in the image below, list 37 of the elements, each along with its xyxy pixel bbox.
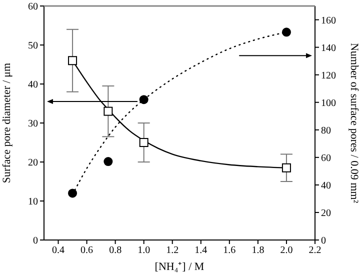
point <box>139 138 148 147</box>
y-tick-label: 0 <box>33 236 38 247</box>
y-tick-label: 20 <box>28 158 38 169</box>
x-tick-label: 1.2 <box>166 245 179 256</box>
y2-tick-label: 80 <box>321 125 331 136</box>
y2-tick-label: 160 <box>321 15 336 26</box>
y2-tick-label: 120 <box>321 70 336 82</box>
x-tick-label: 0.8 <box>109 245 122 256</box>
y-tick-label: 30 <box>28 118 38 130</box>
y2-tick-label: 20 <box>321 208 331 220</box>
y2-axis-title: Number of surface pores / 0.09 mm² <box>348 42 360 204</box>
y-tick-label: 50 <box>28 40 38 52</box>
y-axis-title: Surface pore diameter / μm <box>0 62 13 184</box>
x-tick-label: 1.0 <box>138 245 150 256</box>
y-tick-label: 60 <box>28 2 38 13</box>
y-tick-label: 40 <box>28 80 38 91</box>
y2-tick-label: 40 <box>321 180 331 192</box>
point <box>282 163 291 172</box>
point <box>68 56 78 66</box>
point <box>68 188 78 198</box>
y2-tick-label: 60 <box>321 152 331 164</box>
y2-tick-label: 140 <box>321 42 336 54</box>
x-tick-label: 1.6 <box>223 245 236 256</box>
y2-tick-label: 100 <box>321 98 336 109</box>
point <box>104 106 113 116</box>
x-tick-label: 1.8 <box>252 245 264 256</box>
x-tick-label: 0.6 <box>80 245 94 256</box>
x-tick-label: 2.2 <box>308 245 322 256</box>
y-tick-label: 10 <box>28 196 38 208</box>
x-tick-label: 2.0 <box>280 245 293 256</box>
point <box>139 95 148 104</box>
y2-tick-label: 0 <box>321 236 326 247</box>
x-axis-title: [NH₄⁺] / M <box>154 261 204 273</box>
point <box>282 28 291 37</box>
point <box>104 157 113 166</box>
x-tick-label: 0.4 <box>52 245 65 256</box>
x-tick-label: 1.4 <box>194 245 208 256</box>
